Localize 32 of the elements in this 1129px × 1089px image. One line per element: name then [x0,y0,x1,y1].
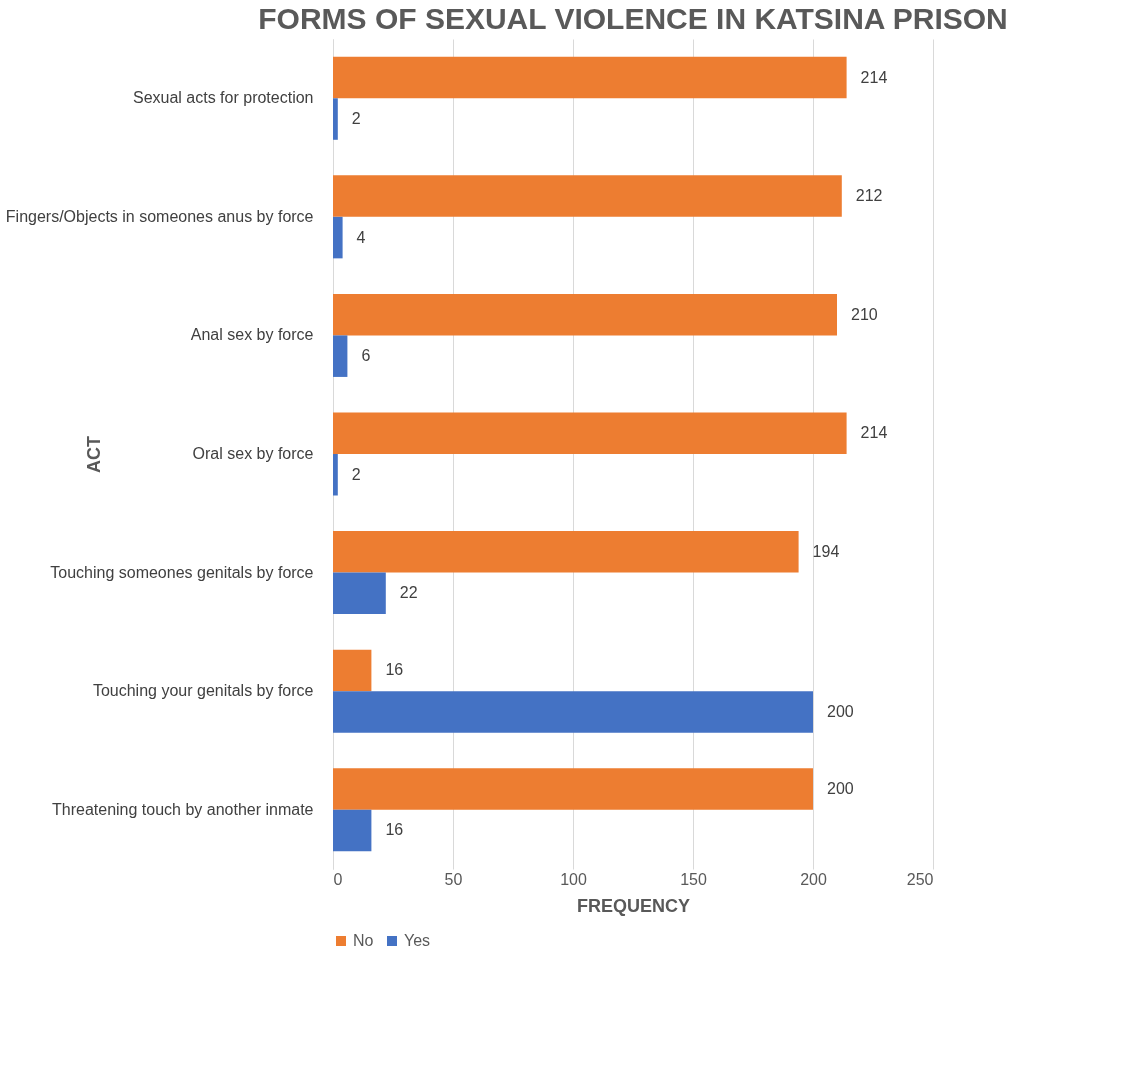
legend-label: Yes [404,932,431,949]
data-label: 214 [860,424,888,442]
data-label: 212 [855,187,883,205]
y-axis-title: ACT [83,436,104,473]
x-tick-label: 0 [333,870,343,888]
x-tick-label: 100 [560,870,587,888]
data-label: 22 [399,584,418,602]
x-tick-label: 200 [800,870,827,888]
legend-label: No [353,932,374,949]
y-tick-label: Touching someones genitals by force [50,563,314,581]
data-label: 16 [385,661,404,679]
data-label: 16 [385,821,404,839]
x-tick-label: 50 [444,870,463,888]
y-tick-label: Oral sex by force [192,445,314,462]
x-tick-label: 250 [906,870,934,888]
data-label: 2 [351,110,361,128]
data-label: 4 [356,228,366,246]
data-label: 200 [827,702,854,720]
data-label: 6 [361,347,371,365]
data-label: 194 [812,542,840,560]
data-label: 214 [860,68,888,86]
data-label: 200 [827,779,854,797]
y-tick-label: Touching your genitals by force [92,682,314,700]
y-tick-label: Anal sex by force [190,326,314,344]
x-axis-title: FREQUENCY [576,895,691,916]
chart-title: FORMS OF SEXUAL VIOLENCE IN KATSINA PRISON [258,2,1008,35]
y-tick-label: Threatening touch by another inmate [52,800,314,818]
y-tick-label: Sexual acts for protection [132,89,314,107]
data-label: 210 [851,305,878,323]
y-tick-label: Fingers/Objects in someones anus by force [5,207,314,225]
data-label: 2 [351,465,361,483]
x-tick-label: 150 [680,870,707,888]
